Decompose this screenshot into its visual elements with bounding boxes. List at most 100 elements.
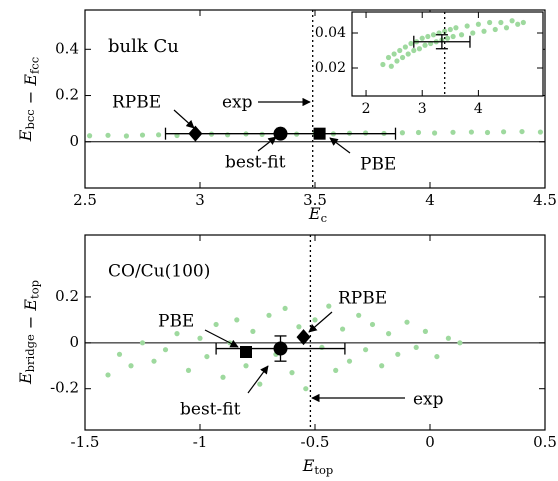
point (116, 351, 123, 357)
point (346, 358, 353, 364)
annotation: RPBE (338, 289, 387, 309)
x-tick-label: 4 (425, 191, 435, 209)
point (442, 28, 448, 34)
point (520, 19, 526, 26)
point (257, 381, 263, 387)
annotation-arrow (329, 137, 351, 154)
point (369, 321, 376, 328)
annotation-arrow (247, 365, 269, 394)
y-tick-label: 0 (69, 333, 79, 351)
y-tick-label: 0 (69, 132, 79, 150)
axis-label-part: − (20, 311, 39, 335)
x-tick-label: 0 (425, 433, 435, 451)
point (385, 54, 392, 61)
marker (296, 329, 311, 346)
point (411, 47, 417, 54)
y-tick-label: 0.4 (55, 39, 79, 57)
x-tick-label: 2 (362, 101, 371, 117)
axes-frame (351, 11, 544, 97)
point (386, 331, 392, 337)
axis-label-sub: bridge (23, 334, 37, 372)
x-tick-label: 2.5 (73, 191, 97, 209)
point (425, 33, 431, 40)
point (87, 133, 93, 139)
annotation: best-fit (180, 400, 241, 420)
point (416, 46, 423, 52)
point (408, 40, 414, 47)
x-tick-label: -1 (193, 433, 208, 451)
point (234, 317, 240, 323)
x-tick-label: 3.5 (303, 191, 327, 209)
annotation-arrow (204, 329, 239, 348)
point (464, 23, 470, 29)
point (356, 312, 362, 318)
point (484, 129, 491, 136)
point (519, 128, 525, 135)
point (139, 132, 146, 138)
annotation-arrow (308, 311, 333, 333)
marker (273, 341, 288, 356)
point (105, 132, 111, 138)
plot (85, 235, 545, 430)
plot (380, 12, 526, 96)
point (296, 324, 302, 330)
point (250, 328, 256, 334)
x-tick-label: 4 (474, 101, 483, 117)
annotation: PBE (158, 312, 194, 332)
x-tick-label: -1.5 (71, 433, 100, 451)
point (457, 340, 463, 346)
point (402, 44, 408, 50)
axis-label: Ebcc − Efcc (16, 57, 42, 142)
axis-label-part: E (20, 74, 39, 87)
point (380, 61, 386, 68)
point (319, 344, 325, 351)
point (458, 32, 465, 38)
point (492, 26, 498, 33)
point (405, 51, 411, 57)
marker (313, 127, 326, 140)
y-tick-label: -0.2 (50, 379, 79, 397)
x-tick-label: 4.5 (533, 191, 557, 209)
axis-label-part: E (308, 204, 321, 223)
point (501, 129, 507, 135)
point (447, 26, 453, 33)
point (444, 35, 451, 41)
point (174, 331, 180, 337)
annotation-arrow (257, 136, 277, 152)
point (468, 129, 474, 135)
point (139, 340, 146, 346)
point (413, 344, 419, 351)
point (415, 129, 422, 136)
x-tick-label: 0.5 (533, 433, 557, 451)
point (185, 367, 192, 373)
point (399, 130, 405, 136)
point (475, 21, 481, 27)
point (537, 129, 544, 135)
point (197, 335, 203, 341)
point (509, 18, 515, 24)
point (363, 347, 369, 353)
point (388, 63, 394, 69)
point (225, 132, 231, 138)
point (123, 133, 129, 139)
annotation: exp (413, 390, 444, 410)
point (422, 328, 428, 334)
x-tick-label: -0.5 (301, 433, 330, 451)
point (363, 130, 369, 136)
point (487, 19, 493, 26)
point (434, 353, 440, 360)
point (162, 347, 169, 353)
plot-area (352, 12, 543, 96)
point (422, 42, 428, 48)
point (395, 351, 401, 357)
point (432, 130, 438, 136)
annotation: RPBE (112, 93, 161, 113)
axis-label-part: − (20, 86, 39, 110)
point (379, 363, 385, 369)
annotation: CO/Cu(100) (108, 262, 210, 282)
annotation: best-fit (225, 153, 286, 173)
marker (273, 126, 288, 141)
point (220, 374, 226, 380)
axis-label-sub: bcc (23, 109, 37, 129)
